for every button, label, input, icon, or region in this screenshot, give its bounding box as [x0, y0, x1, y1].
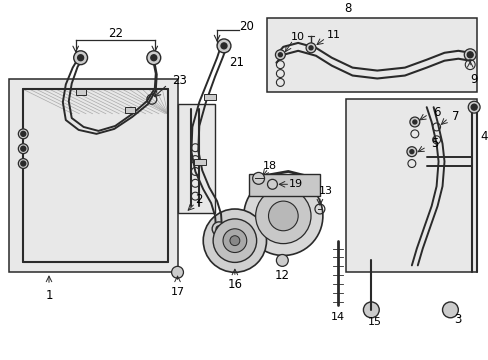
- Text: 22: 22: [107, 27, 122, 40]
- Circle shape: [203, 209, 266, 272]
- Circle shape: [442, 302, 457, 318]
- Text: 6: 6: [432, 105, 439, 118]
- Circle shape: [221, 43, 226, 49]
- Circle shape: [278, 53, 282, 57]
- Bar: [266, 18, 476, 92]
- Text: 4: 4: [479, 130, 487, 143]
- Text: 8: 8: [343, 2, 350, 15]
- Circle shape: [19, 159, 28, 168]
- Circle shape: [268, 201, 298, 231]
- Circle shape: [267, 179, 277, 189]
- Text: 21: 21: [229, 56, 244, 69]
- Circle shape: [276, 255, 288, 266]
- Text: 11: 11: [326, 30, 340, 40]
- Circle shape: [19, 144, 28, 154]
- Circle shape: [19, 129, 28, 139]
- Text: 5: 5: [430, 137, 437, 150]
- Bar: [177, 104, 215, 213]
- Text: 7: 7: [451, 109, 458, 122]
- Circle shape: [252, 172, 264, 184]
- Circle shape: [412, 120, 416, 124]
- Bar: [9, 80, 177, 272]
- Circle shape: [229, 236, 239, 246]
- Circle shape: [255, 188, 310, 244]
- Circle shape: [216, 226, 222, 232]
- Bar: [248, 174, 319, 196]
- Text: 16: 16: [227, 278, 242, 291]
- Text: 23: 23: [172, 74, 186, 87]
- Circle shape: [150, 55, 157, 61]
- Circle shape: [223, 229, 246, 252]
- Circle shape: [21, 146, 26, 151]
- Circle shape: [217, 39, 230, 53]
- Circle shape: [467, 52, 472, 58]
- Circle shape: [146, 51, 161, 65]
- Circle shape: [409, 150, 413, 154]
- Circle shape: [305, 43, 315, 53]
- Text: 17: 17: [170, 287, 184, 297]
- Text: 14: 14: [330, 312, 344, 322]
- Text: 3: 3: [454, 313, 461, 326]
- Circle shape: [468, 101, 479, 113]
- Text: 9: 9: [469, 73, 477, 86]
- Text: 1: 1: [45, 288, 53, 302]
- Bar: [125, 107, 135, 113]
- Text: 19: 19: [288, 179, 303, 189]
- Text: 20: 20: [239, 19, 254, 33]
- Circle shape: [470, 104, 476, 110]
- Text: 2: 2: [195, 193, 203, 206]
- Text: 18: 18: [262, 161, 276, 171]
- Text: 10: 10: [290, 32, 305, 42]
- Text: 13: 13: [318, 186, 332, 196]
- Circle shape: [308, 46, 312, 50]
- Text: 12: 12: [274, 269, 289, 282]
- Circle shape: [171, 266, 183, 278]
- Circle shape: [21, 131, 26, 136]
- Bar: [204, 94, 216, 100]
- Text: 15: 15: [367, 317, 382, 327]
- Circle shape: [275, 50, 285, 60]
- Circle shape: [463, 49, 475, 61]
- Circle shape: [213, 219, 256, 262]
- Circle shape: [78, 55, 83, 61]
- Bar: [345, 99, 476, 272]
- Circle shape: [74, 51, 87, 65]
- Circle shape: [244, 176, 322, 256]
- Circle shape: [409, 117, 419, 127]
- Circle shape: [21, 161, 26, 166]
- Circle shape: [406, 147, 416, 157]
- Bar: [194, 159, 206, 165]
- Bar: [76, 89, 85, 95]
- Circle shape: [212, 222, 225, 236]
- Circle shape: [363, 302, 379, 318]
